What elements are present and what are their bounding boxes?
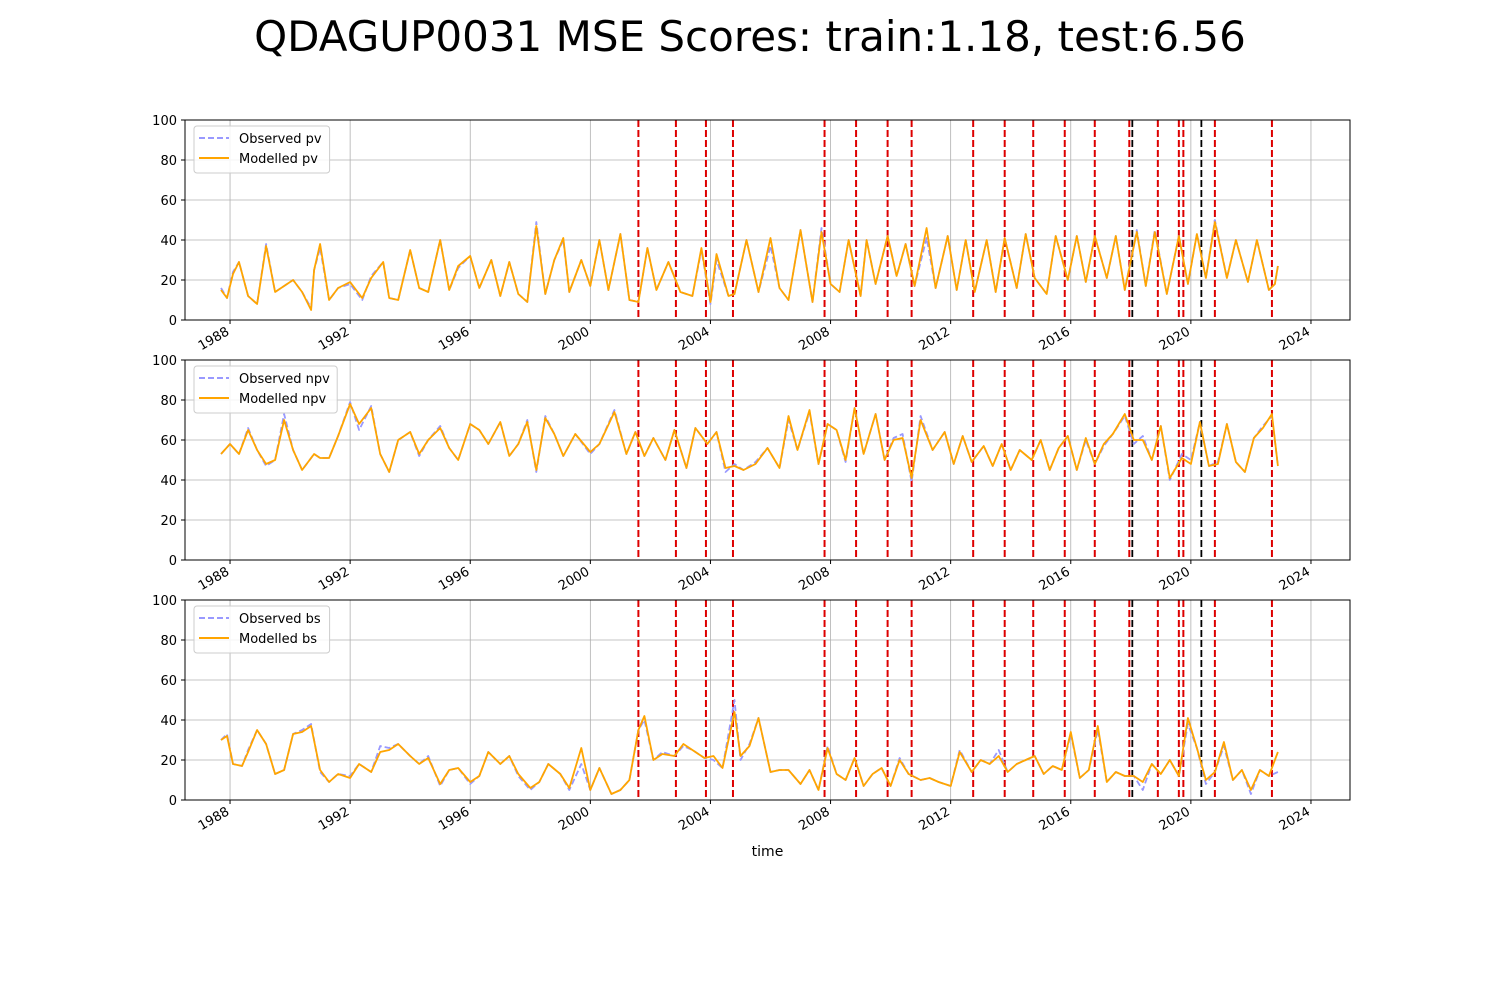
x-tick-label: 2000 — [556, 804, 592, 834]
x-axis-label: time — [752, 844, 784, 860]
x-tick-label: 2004 — [676, 324, 712, 354]
y-tick-label: 60 — [160, 194, 177, 209]
legend-label: Modelled bs — [239, 632, 317, 647]
x-tick-label: 2004 — [676, 564, 712, 594]
x-tick-label: 2024 — [1277, 564, 1313, 594]
legend-label: Modelled npv — [239, 392, 327, 407]
x-tick-label: 2016 — [1037, 324, 1073, 354]
x-tick-label: 1988 — [196, 804, 232, 834]
x-tick-label: 2024 — [1277, 324, 1313, 354]
subplot-3: 0 20 40 60 80 100 1988 1992 1996 2000 2004 2008 2012… — [152, 594, 1351, 860]
y-tick-label: 40 — [160, 474, 177, 489]
x-tick-label: 1992 — [316, 324, 352, 354]
x-tick-label: 2012 — [916, 804, 952, 834]
subplot-1: 0 20 40 60 80 100 1988 1992 1996 2000 2004 2008 2012… — [152, 114, 1351, 354]
y-tick-label: 0 — [169, 554, 177, 569]
figure-title: QDAGUP0031 MSE Scores: train:1.18, test:… — [254, 12, 1246, 61]
y-tick-label: 20 — [160, 514, 177, 529]
x-tick-label: 2008 — [796, 324, 832, 354]
y-tick-label: 60 — [160, 434, 177, 449]
modelled-series-line — [220, 711, 1279, 795]
x-tick-label: 2012 — [916, 324, 952, 354]
x-tick-label: 1992 — [316, 804, 352, 834]
y-tick-label: 80 — [160, 394, 177, 409]
axes-frame — [184, 359, 1351, 561]
y-tick-label: 100 — [152, 114, 177, 129]
x-tick-label: 2000 — [556, 324, 592, 354]
x-tick-label: 1988 — [196, 564, 232, 594]
axes-frame — [184, 119, 1351, 321]
legend-label: Modelled pv — [239, 152, 318, 167]
legend-box — [193, 365, 338, 414]
observed-series-line — [220, 401, 1279, 483]
y-tick-label: 100 — [152, 354, 177, 369]
x-tick-label: 2020 — [1157, 564, 1193, 594]
x-tick-label: 1996 — [436, 564, 472, 594]
y-tick-label: 80 — [160, 154, 177, 169]
x-tick-label: 2008 — [796, 564, 832, 594]
x-tick-label: 2012 — [916, 564, 952, 594]
y-tick-label: 40 — [160, 234, 177, 249]
y-tick-label: 0 — [169, 794, 177, 809]
x-tick-label: 2024 — [1277, 804, 1313, 834]
x-tick-label: 2004 — [676, 804, 712, 834]
x-tick-label: 2016 — [1037, 804, 1073, 834]
x-tick-label: 2016 — [1037, 564, 1073, 594]
legend-label: Observed bs — [239, 612, 321, 627]
axes-frame — [184, 599, 1351, 801]
x-tick-label: 2020 — [1157, 324, 1193, 354]
x-tick-label: 2020 — [1157, 804, 1193, 834]
x-tick-label: 2000 — [556, 564, 592, 594]
y-tick-label: 20 — [160, 274, 177, 289]
x-tick-label: 1996 — [436, 804, 472, 834]
legend-label: Observed npv — [239, 372, 330, 387]
y-tick-label: 80 — [160, 634, 177, 649]
modelled-series-line — [220, 221, 1279, 311]
legend-label: Observed pv — [239, 132, 322, 147]
y-tick-label: 0 — [169, 314, 177, 329]
y-tick-label: 100 — [152, 594, 177, 609]
modelled-series-line — [220, 403, 1279, 479]
x-tick-label: 1992 — [316, 564, 352, 594]
observed-series-line — [220, 219, 1279, 309]
x-tick-label: 2008 — [796, 804, 832, 834]
subplot-2: 0 20 40 60 80 100 1988 1992 1996 2000 2004 2008 2012… — [152, 354, 1351, 594]
y-tick-label: 60 — [160, 674, 177, 689]
y-tick-label: 20 — [160, 754, 177, 769]
x-tick-label: 1996 — [436, 324, 472, 354]
y-tick-label: 40 — [160, 714, 177, 729]
x-tick-label: 1988 — [196, 324, 232, 354]
